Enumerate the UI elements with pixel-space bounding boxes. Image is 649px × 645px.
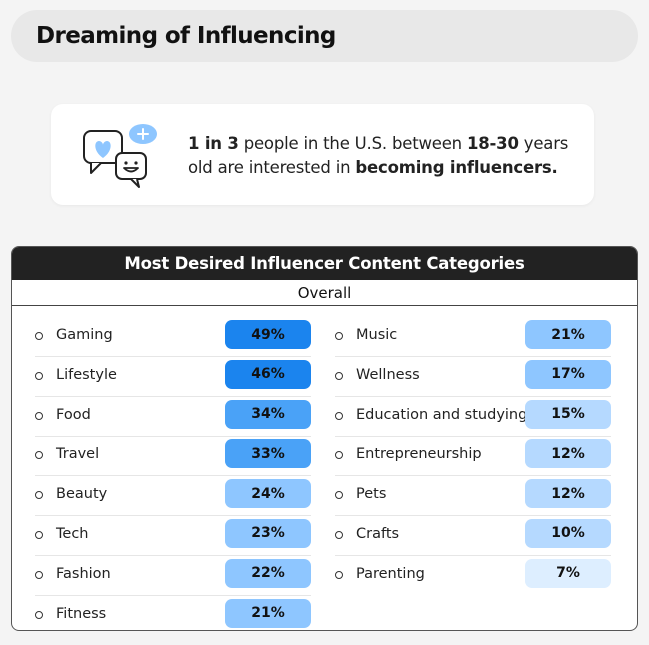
category-row: Crafts 10% bbox=[335, 517, 611, 556]
bullet-icon bbox=[335, 332, 343, 340]
category-row: Fashion 22% bbox=[35, 557, 311, 596]
bullet-icon bbox=[35, 530, 43, 539]
bullet-icon bbox=[35, 610, 43, 619]
category-label: Parenting bbox=[356, 565, 425, 582]
percentage-badge: 34% bbox=[225, 399, 311, 429]
bullet-icon bbox=[35, 570, 43, 579]
stat-highlight: 18-30 bbox=[466, 134, 519, 153]
stat-highlight: becoming influencers. bbox=[355, 158, 558, 177]
category-label: Food bbox=[56, 406, 91, 423]
category-label: Crafts bbox=[356, 525, 400, 542]
bullet-icon bbox=[335, 570, 343, 579]
category-row: Lifestyle 46% bbox=[35, 358, 311, 397]
category-label: Music bbox=[356, 327, 398, 343]
category-row: Pets 12% bbox=[335, 477, 611, 517]
category-label: Wellness bbox=[356, 366, 420, 383]
category-label: Beauty bbox=[56, 486, 108, 503]
category-row: Food 34% bbox=[35, 398, 311, 437]
percentage-badge: 22% bbox=[225, 558, 311, 588]
percentage-badge: 12% bbox=[525, 479, 611, 509]
percentage-badge: 12% bbox=[525, 439, 611, 469]
category-row: Parenting 7% bbox=[335, 557, 611, 595]
category-row: Education and studying 15% bbox=[335, 398, 611, 437]
category-label: Tech bbox=[56, 525, 89, 542]
category-row: Wellness 17% bbox=[335, 358, 611, 397]
category-row: Travel 33% bbox=[35, 437, 311, 477]
percentage-badge: 49% bbox=[225, 320, 311, 349]
percentage-badge: 24% bbox=[225, 479, 311, 509]
category-row: Entrepreneurship 12% bbox=[335, 437, 611, 477]
bullet-icon bbox=[35, 332, 43, 340]
left-column: Gaming 49% Lifestyle 46% Food 34% Travel 33% Bea… bbox=[35, 318, 311, 630]
category-row: Gaming 49% bbox=[35, 318, 311, 357]
stat-text-part: years old are interested in bbox=[188, 134, 569, 177]
page-title: Dreaming of Influencing bbox=[36, 23, 336, 49]
percentage-badge: 21% bbox=[525, 320, 611, 349]
percentage-badge: 21% bbox=[225, 598, 311, 628]
category-row: Tech 23% bbox=[35, 517, 311, 556]
table-subheading: Overall bbox=[12, 280, 637, 306]
stat-highlight: 1 in 3 bbox=[188, 134, 239, 153]
category-label: Travel bbox=[56, 446, 100, 463]
bullet-icon bbox=[335, 371, 343, 380]
category-row: Beauty 24% bbox=[35, 477, 311, 517]
category-label: Lifestyle bbox=[56, 366, 117, 383]
stat-card: 1 in 3 people in the U.S. between 18-30 … bbox=[51, 104, 594, 205]
percentage-badge: 7% bbox=[525, 558, 611, 588]
category-label: Fashion bbox=[56, 565, 111, 582]
percentage-badge: 23% bbox=[225, 518, 311, 548]
bullet-icon bbox=[335, 411, 343, 420]
percentage-badge: 15% bbox=[525, 399, 611, 429]
stat-text-part: people in the U.S. between bbox=[238, 134, 467, 153]
percentage-badge: 17% bbox=[525, 359, 611, 389]
bullet-icon bbox=[335, 451, 343, 460]
bullet-icon bbox=[35, 371, 43, 380]
category-row: Fitness 21% bbox=[35, 597, 311, 630]
categories-table: Most Desired Influencer Content Categori… bbox=[11, 246, 638, 631]
stat-text: 1 in 3 people in the U.S. between 18-30 … bbox=[188, 132, 583, 180]
category-label: Fitness bbox=[56, 605, 107, 622]
title-bar: Dreaming of Influencing bbox=[11, 10, 638, 62]
chat-bubbles-icon bbox=[83, 124, 157, 188]
bullet-icon bbox=[35, 451, 43, 460]
category-label: Entrepreneurship bbox=[356, 446, 482, 463]
percentage-badge: 10% bbox=[525, 518, 611, 548]
bullet-icon bbox=[35, 491, 43, 500]
right-column: Music 21% Wellness 17% Education and studyin… bbox=[335, 318, 611, 596]
percentage-badge: 46% bbox=[225, 359, 311, 389]
category-label: Gaming bbox=[56, 327, 113, 343]
bullet-icon bbox=[35, 411, 43, 420]
bullet-icon bbox=[335, 530, 343, 539]
category-label: Pets bbox=[356, 486, 387, 503]
category-row: Music 21% bbox=[335, 318, 611, 357]
bullet-icon bbox=[335, 491, 343, 500]
percentage-badge: 33% bbox=[225, 439, 311, 469]
category-label: Education and studying bbox=[356, 406, 528, 423]
table-heading: Most Desired Influencer Content Categori… bbox=[12, 247, 637, 280]
